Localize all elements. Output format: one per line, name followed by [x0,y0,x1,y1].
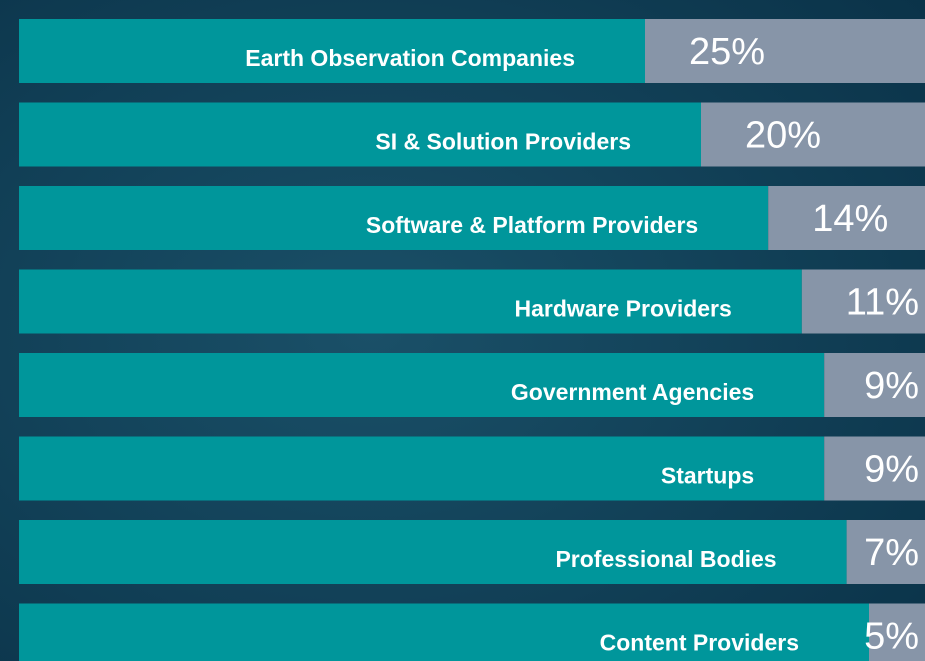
category-label: Earth Observation Companies [245,45,575,71]
bar [701,102,925,167]
bar-base [19,186,769,250]
bar-base [19,353,825,417]
bar [801,269,925,334]
category-label: Software & Platform Providers [366,212,698,238]
value-label: 7% [864,532,919,574]
bar [869,603,925,661]
bar-base [19,19,645,83]
value-label: 11% [846,282,919,324]
bar-base [19,603,869,661]
value-label: 20% [745,115,821,157]
bar-base [19,436,825,501]
bar [645,19,925,83]
category-label: Government Agencies [511,379,754,405]
bar-base [19,269,802,334]
category-label: Professional Bodies [555,546,776,572]
value-label: 9% [864,449,919,491]
category-label: Content Providers [600,630,799,656]
bar [824,353,925,417]
bar [824,436,925,501]
value-label: 14% [812,198,888,240]
bar [846,520,925,584]
value-label: 9% [864,365,919,407]
category-label: SI & Solution Providers [375,129,631,155]
category-label: Hardware Providers [514,296,731,322]
value-label: 5% [864,616,919,658]
bar [768,186,925,250]
bar-base [19,102,701,167]
value-label: 25% [689,31,765,73]
bar-base [19,520,847,584]
category-label: Startups [661,463,754,489]
